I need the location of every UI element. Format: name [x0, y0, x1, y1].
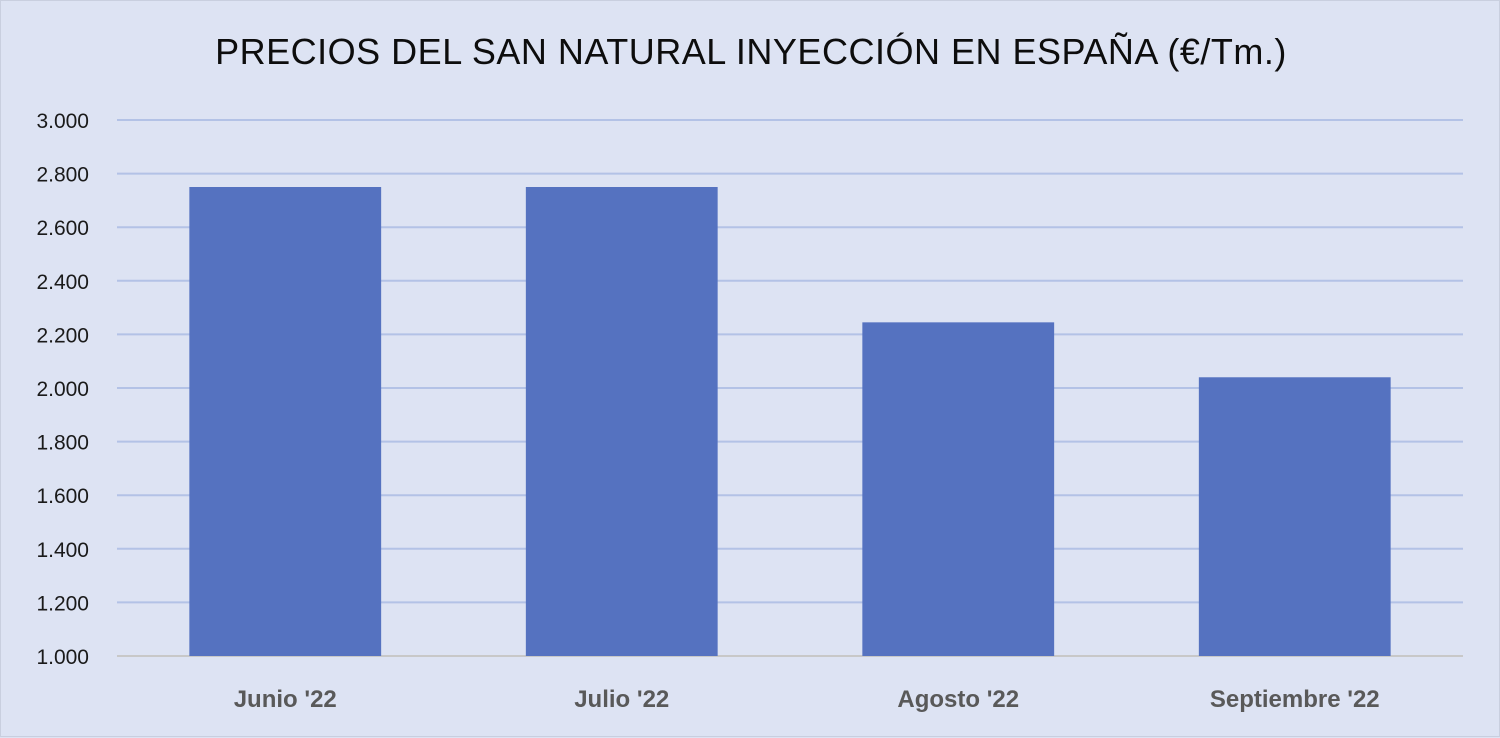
- y-tick-label: 1.200: [36, 592, 89, 615]
- bar: [1198, 377, 1391, 656]
- x-tick-label: Agosto '22: [897, 686, 1019, 713]
- chart-title: PRECIOS DEL SAN NATURAL INYECCIÓN EN ESP…: [215, 31, 1287, 72]
- y-tick-label: 1.800: [36, 432, 89, 455]
- y-tick-label: 2.800: [36, 164, 89, 187]
- bar: [189, 187, 382, 656]
- y-tick-label: 3.000: [36, 110, 89, 133]
- bar: [862, 322, 1055, 656]
- y-tick-label: 1.600: [36, 485, 89, 508]
- y-tick-label: 2.600: [36, 217, 89, 240]
- y-tick-label: 2.400: [36, 271, 89, 294]
- y-tick-label: 1.400: [36, 539, 89, 562]
- bar: [525, 187, 718, 656]
- x-tick-label: Junio '22: [234, 686, 337, 713]
- x-tick-label: Septiembre '22: [1210, 686, 1380, 713]
- x-tick-label: Julio '22: [574, 686, 669, 713]
- y-tick-label: 2.000: [36, 378, 89, 401]
- y-tick-label: 2.200: [36, 324, 89, 347]
- y-tick-label: 1.000: [36, 646, 89, 669]
